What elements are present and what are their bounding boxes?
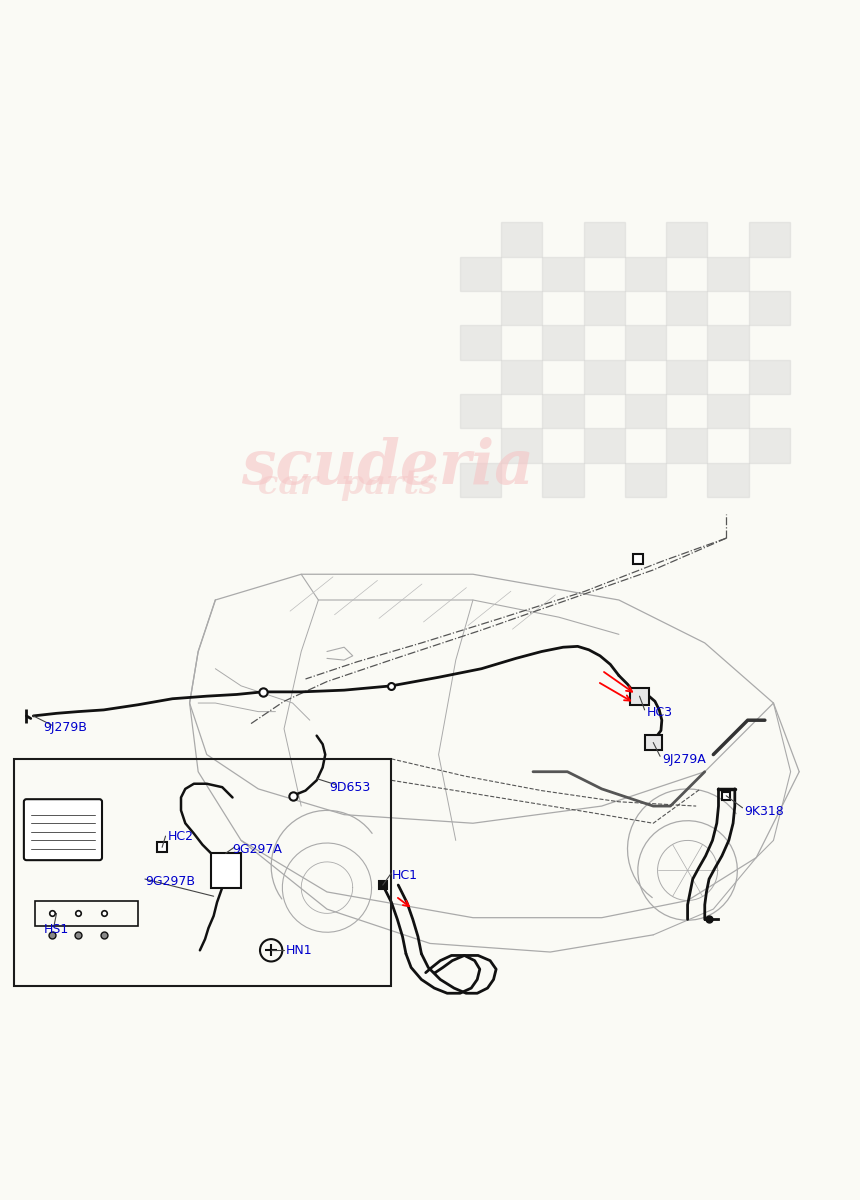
Bar bbox=[666, 360, 707, 394]
Bar bbox=[748, 360, 789, 394]
Bar bbox=[543, 257, 584, 290]
Bar bbox=[645, 734, 662, 750]
Text: HC2: HC2 bbox=[168, 830, 194, 844]
Bar bbox=[460, 463, 501, 497]
Bar bbox=[707, 257, 748, 290]
Text: HC3: HC3 bbox=[647, 706, 673, 719]
Bar bbox=[460, 325, 501, 360]
Text: HS1: HS1 bbox=[44, 923, 69, 936]
Bar bbox=[584, 428, 625, 463]
Bar bbox=[211, 853, 241, 888]
Bar bbox=[584, 222, 625, 257]
Text: 9K318: 9K318 bbox=[744, 805, 784, 817]
Text: 9J279B: 9J279B bbox=[44, 720, 88, 733]
Bar bbox=[460, 257, 501, 290]
Bar bbox=[35, 900, 138, 926]
Bar bbox=[584, 290, 625, 325]
Bar bbox=[584, 360, 625, 394]
Text: HC1: HC1 bbox=[391, 869, 417, 882]
Bar bbox=[625, 325, 667, 360]
Bar bbox=[625, 257, 667, 290]
Bar bbox=[543, 463, 584, 497]
Bar bbox=[748, 428, 789, 463]
Bar bbox=[748, 290, 789, 325]
Bar bbox=[748, 222, 789, 257]
Bar bbox=[14, 758, 391, 986]
Text: 9D653: 9D653 bbox=[329, 781, 371, 793]
Bar bbox=[625, 463, 667, 497]
Bar bbox=[501, 428, 543, 463]
Bar bbox=[666, 428, 707, 463]
Bar bbox=[501, 290, 543, 325]
Bar bbox=[666, 290, 707, 325]
Bar bbox=[630, 688, 649, 704]
Bar bbox=[707, 394, 748, 428]
Bar bbox=[501, 222, 543, 257]
Bar bbox=[501, 360, 543, 394]
Bar bbox=[666, 222, 707, 257]
Bar bbox=[543, 325, 584, 360]
Text: 9G297A: 9G297A bbox=[232, 844, 282, 857]
FancyBboxPatch shape bbox=[24, 799, 102, 860]
Text: 9J279A: 9J279A bbox=[662, 754, 705, 766]
Bar bbox=[543, 394, 584, 428]
Text: HN1: HN1 bbox=[286, 943, 312, 956]
Bar bbox=[707, 463, 748, 497]
Bar bbox=[707, 325, 748, 360]
Bar bbox=[460, 394, 501, 428]
Text: scuderia: scuderia bbox=[241, 437, 534, 497]
Bar bbox=[625, 394, 667, 428]
Text: car  parts: car parts bbox=[258, 468, 438, 500]
Text: 9G297B: 9G297B bbox=[145, 875, 195, 888]
